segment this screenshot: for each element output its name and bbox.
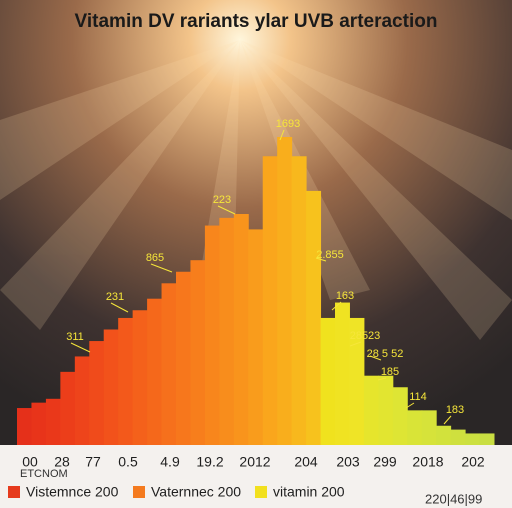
bar bbox=[320, 317, 336, 445]
bar bbox=[233, 214, 249, 445]
bar bbox=[407, 410, 423, 445]
bar bbox=[421, 410, 437, 445]
annotation-leader bbox=[279, 129, 285, 141]
bar bbox=[132, 310, 148, 445]
annotation: 28 5 52 bbox=[367, 348, 404, 360]
annotation: 1693 bbox=[276, 118, 300, 130]
bar bbox=[176, 271, 191, 445]
bar bbox=[204, 225, 220, 445]
bar bbox=[450, 429, 466, 445]
bar bbox=[31, 402, 47, 445]
x-tick-label: 203 bbox=[336, 454, 360, 470]
legend-swatch bbox=[133, 486, 145, 498]
axis-note: ETCNOM bbox=[20, 468, 68, 480]
bar bbox=[248, 229, 264, 445]
bar bbox=[479, 433, 495, 445]
bar bbox=[306, 190, 322, 445]
annotation: 865 bbox=[146, 252, 164, 264]
legend-label: Vistemnce 200 bbox=[26, 484, 119, 500]
legend-label: vitamin 200 bbox=[273, 484, 345, 500]
x-tick-label: 2018 bbox=[412, 454, 443, 470]
bar bbox=[277, 137, 293, 445]
bar bbox=[349, 317, 365, 445]
bar bbox=[465, 433, 481, 445]
bar bbox=[17, 408, 32, 445]
annotation-leader bbox=[150, 263, 173, 273]
x-tick-label: 4.9 bbox=[160, 454, 180, 470]
x-tick-label: 0.5 bbox=[118, 454, 138, 470]
bar bbox=[262, 156, 278, 445]
bar bbox=[363, 375, 379, 445]
annotation-leader bbox=[349, 341, 362, 347]
chart-title: Vitamin DV rariants ylar UVB arteraction bbox=[75, 11, 438, 32]
bar bbox=[335, 302, 350, 445]
bar bbox=[74, 356, 90, 445]
x-tick-label: 28 bbox=[54, 454, 70, 470]
annotation: 183 bbox=[446, 404, 464, 416]
bar bbox=[392, 387, 408, 445]
x-tick-label: 2012 bbox=[239, 454, 270, 470]
annotation: 2.855 bbox=[316, 249, 344, 261]
x-tick-label: 00 bbox=[22, 454, 38, 470]
annotation-leader bbox=[217, 205, 236, 215]
bar bbox=[378, 375, 394, 445]
bar bbox=[60, 371, 76, 445]
annotation-leader bbox=[405, 402, 415, 409]
annotation-leader bbox=[110, 302, 129, 313]
bar bbox=[89, 341, 105, 445]
annotation: 231 bbox=[106, 291, 124, 303]
annotation-leader bbox=[369, 355, 382, 361]
annotation: 185 bbox=[381, 366, 399, 378]
bar bbox=[436, 425, 452, 445]
bar bbox=[291, 156, 307, 445]
bar bbox=[219, 217, 235, 445]
annotation: 311 bbox=[66, 331, 84, 343]
annotation-leader bbox=[70, 342, 91, 353]
x-tick-label: 77 bbox=[85, 454, 101, 470]
legend-swatch bbox=[8, 486, 20, 498]
annotation: 114 bbox=[409, 391, 427, 403]
legend-label: Vaternnec 200 bbox=[151, 484, 241, 500]
bar bbox=[147, 298, 163, 445]
annotation-leader bbox=[331, 301, 342, 311]
annotation: 28523 bbox=[350, 330, 381, 342]
x-tick-label: 299 bbox=[373, 454, 397, 470]
annotation-leader bbox=[377, 377, 387, 381]
annotation: 223 bbox=[213, 194, 231, 206]
annotation-leader bbox=[315, 257, 327, 262]
bar bbox=[161, 283, 177, 445]
bar bbox=[118, 317, 134, 445]
annotation-leader bbox=[443, 415, 452, 425]
x-tick-label: 202 bbox=[461, 454, 485, 470]
bar bbox=[45, 398, 61, 445]
footer-text: 220|46|99 bbox=[425, 491, 482, 506]
x-tick-label: 204 bbox=[294, 454, 318, 470]
x-tick-label: 19.2 bbox=[196, 454, 223, 470]
bar bbox=[190, 260, 206, 445]
bar bbox=[103, 329, 119, 445]
legend-swatch bbox=[255, 486, 267, 498]
annotation: 163 bbox=[336, 290, 354, 302]
